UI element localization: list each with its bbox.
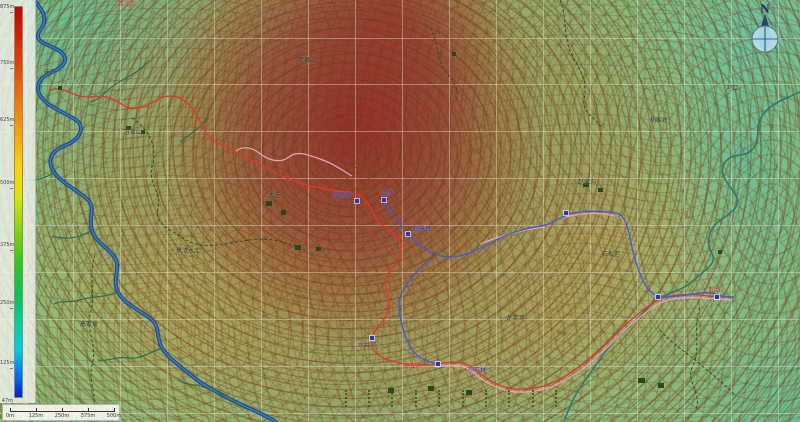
dashed-trails	[88, 0, 737, 422]
place-label: 小石林	[468, 367, 487, 374]
elevation-legend: 875m 750m 625m 500m 375m 250m 125m 47m	[0, 0, 36, 404]
place-label: 赵家沟	[578, 179, 597, 186]
waypoint-marker[interactable]	[435, 361, 441, 367]
vegetation-mark	[438, 390, 440, 407]
waypoint-marker[interactable]	[405, 231, 411, 237]
contour-label: 300	[681, 209, 690, 220]
summit-contour-ring	[346, 166, 370, 190]
red-route-west	[49, 88, 361, 196]
place-label: 杨家岭	[650, 117, 669, 124]
legend-tick-label: 375m	[0, 242, 14, 254]
legend-tick-label: 47m	[0, 398, 13, 410]
compass-north-indicator[interactable]: N	[751, 1, 779, 53]
scale-tick	[10, 408, 11, 412]
tributary-streams	[19, 59, 237, 403]
legend-tick-label: 875m	[0, 4, 14, 16]
place-label: 高家坡	[80, 321, 99, 328]
place-label: 大洼	[268, 192, 281, 199]
scale-tick	[62, 408, 63, 412]
waypoint-label: 纪念碑	[333, 192, 352, 199]
waypoint-marker[interactable]	[381, 197, 387, 203]
place-label: 黑湾水库	[176, 248, 201, 255]
waypoint-marker[interactable]	[369, 335, 375, 341]
waypoint-label: 起点	[709, 287, 722, 294]
compass-north-label: N	[760, 1, 770, 16]
vegetation-patches	[58, 52, 722, 395]
scale-tick	[88, 408, 89, 412]
waypoint-marker[interactable]	[354, 198, 360, 204]
river-line	[31, 0, 278, 422]
scale-tick	[36, 408, 37, 412]
vegetation-mark	[532, 390, 534, 407]
waypoint-label: 山顶	[380, 190, 393, 197]
waypoint-marker[interactable]	[655, 294, 661, 300]
vegetation-mark	[508, 390, 510, 407]
vegetation-mark	[345, 390, 347, 407]
scale-tick-label: 125m	[28, 413, 44, 419]
waypoint-marker[interactable]	[714, 294, 720, 300]
place-label: 石板河	[602, 251, 621, 258]
waypoint-label: 停车场	[404, 363, 423, 370]
scale-tick-label: 0m	[5, 413, 15, 419]
red-route-east	[436, 293, 733, 390]
vegetation-mark	[415, 390, 417, 407]
place-label: 河口	[726, 85, 739, 92]
legend-tick-label: 625m	[0, 117, 14, 129]
stream-teal	[563, 91, 800, 422]
elevation-gradient-bar	[14, 6, 23, 398]
vegetation-mark	[368, 390, 370, 407]
legend-tick-label: 750m	[0, 60, 14, 72]
vegetation-mark	[555, 390, 557, 407]
legend-tick-label: 125m	[0, 360, 14, 372]
vegetation-mark	[391, 390, 393, 407]
waypoint-label: 水井湾	[358, 342, 377, 349]
scale-tick-label: 250m	[54, 413, 70, 419]
waypoint-marker[interactable]	[563, 210, 569, 216]
place-label: 龙潭湾	[506, 315, 525, 322]
distance-scale-bar: 0m 125m 250m 375m 500m	[2, 404, 122, 421]
contour-label: 350	[238, 117, 248, 123]
scale-tick-label: 500m	[106, 413, 122, 419]
place-label: 万家山	[124, 129, 143, 136]
place-label: 青龙寺	[118, 1, 137, 8]
river-highlight	[33, 0, 277, 422]
place-label: 庙坪	[44, 69, 57, 76]
red-route-descent	[359, 194, 438, 366]
vegetation-mark	[485, 390, 487, 407]
pink-track	[235, 147, 733, 393]
place-label: 老君山	[298, 57, 317, 64]
waypoint-label: 观景台	[413, 226, 432, 233]
contour-label: 450	[296, 295, 306, 301]
scale-tick	[114, 408, 115, 412]
vegetation-mark	[462, 390, 464, 407]
legend-tick-label: 500m	[0, 180, 14, 192]
legend-tick-label: 250m	[0, 300, 14, 312]
blue-track	[383, 201, 735, 365]
scale-tick-label: 375m	[80, 413, 96, 419]
